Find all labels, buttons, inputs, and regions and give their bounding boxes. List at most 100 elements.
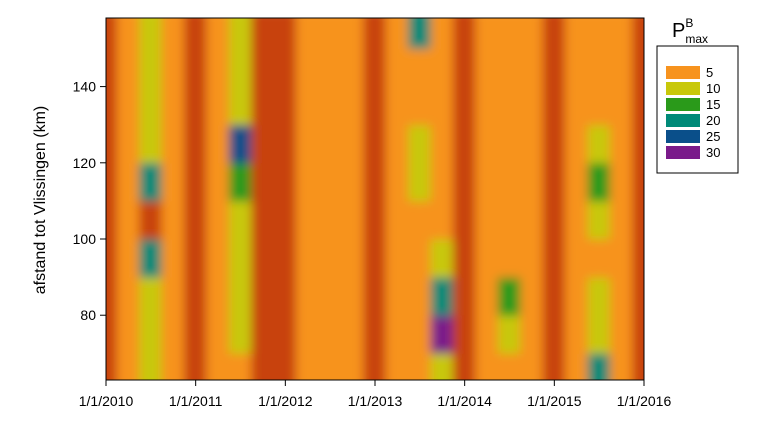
contour-cell — [161, 47, 185, 88]
contour-cell — [116, 47, 141, 88]
contour-cell — [116, 86, 141, 126]
contour-cell — [475, 124, 499, 164]
contour-cell — [318, 314, 342, 354]
contour-cell — [609, 276, 634, 316]
contour-cell — [340, 47, 365, 88]
contour-cell — [296, 314, 320, 354]
contour-cell — [408, 18, 432, 49]
contour-cell — [273, 47, 298, 88]
contour-cell — [106, 352, 118, 380]
contour-cell — [296, 124, 320, 164]
contour-cell — [520, 276, 544, 316]
contour-cell — [106, 162, 118, 202]
contour-cell — [161, 276, 185, 316]
contour-cell — [363, 238, 387, 278]
contour-cell — [497, 314, 522, 354]
contour-cell — [139, 86, 163, 126]
contour-cell — [497, 18, 522, 49]
contour-cell — [183, 276, 208, 316]
contour-cell — [161, 86, 185, 126]
contour-cell — [206, 352, 230, 380]
contour-cell — [106, 238, 118, 278]
contour-cell — [273, 86, 298, 126]
contour-cell — [430, 86, 454, 126]
contour-cell — [139, 238, 163, 278]
contour-cell — [273, 314, 298, 354]
contour-cell — [497, 162, 522, 202]
contour-cell — [520, 238, 544, 278]
contour-cell — [228, 18, 253, 49]
contour-cell — [520, 18, 544, 49]
contour-cell — [273, 200, 298, 240]
y-tick-label: 80 — [80, 307, 96, 323]
contour-cell — [251, 314, 275, 354]
contour-cell — [408, 47, 432, 88]
contour-cell — [385, 18, 410, 49]
contour-cell — [116, 352, 141, 380]
contour-cell — [273, 352, 298, 380]
contour-cell — [296, 200, 320, 240]
contour-cell — [228, 276, 253, 316]
contour-cell — [340, 200, 365, 240]
contour-cell — [632, 200, 644, 240]
contour-cell — [497, 238, 522, 278]
contour-cell — [106, 276, 118, 316]
contour-cell — [587, 352, 611, 380]
contour-cell — [139, 314, 163, 354]
contour-cell — [430, 314, 454, 354]
contour-cell — [116, 238, 141, 278]
contour-cell — [565, 124, 589, 164]
contour-cell — [139, 47, 163, 88]
contour-cell — [251, 200, 275, 240]
y-tick-label: 120 — [73, 155, 97, 171]
contour-cell — [273, 124, 298, 164]
contour-cell — [475, 162, 499, 202]
contour-cell — [542, 124, 567, 164]
contour-cell — [318, 276, 342, 316]
x-tick-label: 1/1/2012 — [258, 393, 313, 409]
contour-cell — [452, 47, 477, 88]
contour-cell — [340, 238, 365, 278]
contour-cell — [587, 238, 611, 278]
contour-cell — [340, 18, 365, 49]
contour-cell — [318, 352, 342, 380]
contour-cell — [408, 200, 432, 240]
x-tick-label: 1/1/2014 — [437, 393, 492, 409]
contour-cell — [565, 200, 589, 240]
contour-cell — [452, 352, 477, 380]
contour-cell — [106, 18, 118, 49]
contour-cell — [475, 276, 499, 316]
contour-cell — [408, 162, 432, 202]
contour-cell — [251, 86, 275, 126]
x-tick-label: 1/1/2016 — [617, 393, 672, 409]
contour-cell — [273, 276, 298, 316]
contour-cell — [520, 86, 544, 126]
contour-cell — [340, 124, 365, 164]
contour-cell — [542, 352, 567, 380]
contour-cell — [408, 238, 432, 278]
contour-cell — [106, 314, 118, 354]
legend-label: 30 — [706, 145, 720, 160]
contour-cell — [161, 314, 185, 354]
contour-cell — [206, 314, 230, 354]
contour-cell — [542, 47, 567, 88]
contour-cell — [475, 86, 499, 126]
contour-cell — [385, 200, 410, 240]
contour-cell — [632, 352, 644, 380]
contour-cell — [430, 18, 454, 49]
y-axis-label: afstand tot Vlissingen (km) — [32, 106, 49, 295]
contour-cell — [520, 162, 544, 202]
contour-cell — [475, 200, 499, 240]
contour-cell — [106, 200, 118, 240]
contour-cell — [587, 200, 611, 240]
contour-cell — [206, 238, 230, 278]
contour-cell — [161, 352, 185, 380]
contour-cell — [587, 124, 611, 164]
contour-cell — [251, 47, 275, 88]
legend-label: 25 — [706, 129, 720, 144]
contour-cell — [565, 276, 589, 316]
contour-cell — [542, 86, 567, 126]
contour-cell — [430, 276, 454, 316]
contour-cell — [273, 238, 298, 278]
